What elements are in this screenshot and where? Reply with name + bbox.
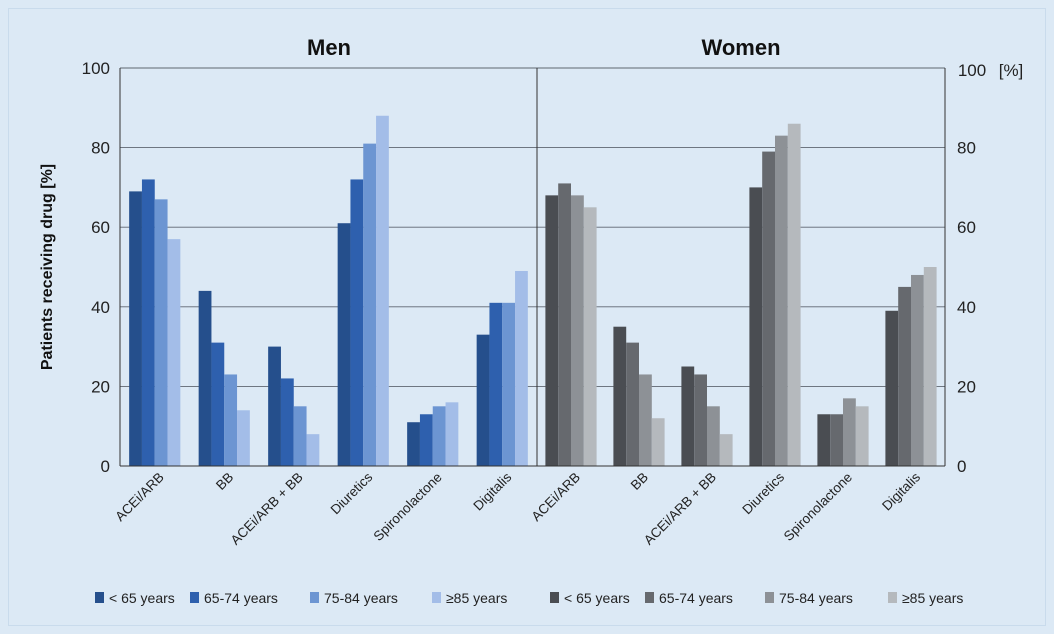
y-tick-label-right: 20 bbox=[957, 377, 976, 396]
y-tick-label-right: 80 bbox=[957, 139, 976, 158]
bar-men bbox=[129, 191, 142, 466]
men-panel-title: Men bbox=[307, 35, 351, 60]
bar-women bbox=[694, 374, 707, 466]
bar-men bbox=[211, 342, 225, 466]
legend-swatch bbox=[645, 592, 654, 603]
x-category-label: BB bbox=[628, 470, 651, 493]
bar-women bbox=[613, 326, 627, 466]
bar-women bbox=[545, 195, 559, 467]
bar-men bbox=[198, 290, 212, 466]
bar-men bbox=[237, 410, 250, 466]
x-category-label: Diuretics bbox=[739, 469, 787, 517]
y-tick-label-left: 100 bbox=[82, 59, 110, 78]
bar-men bbox=[280, 378, 294, 466]
y-tick-label-right: 60 bbox=[957, 218, 976, 237]
bar-men bbox=[476, 334, 490, 466]
bar-men bbox=[376, 115, 389, 466]
women-panel-title: Women bbox=[701, 35, 780, 60]
x-category-label: ACEi/ARB bbox=[528, 470, 583, 525]
bar-women bbox=[749, 187, 763, 466]
bar-women bbox=[911, 274, 924, 466]
bars bbox=[129, 115, 937, 467]
legend-label: 75-84 years bbox=[324, 590, 398, 606]
bar-women bbox=[639, 374, 652, 466]
legend-swatch bbox=[95, 592, 104, 603]
gridlines bbox=[120, 67, 945, 387]
bar-men bbox=[502, 302, 516, 466]
bar-women bbox=[898, 286, 911, 466]
y-tick-label-left: 0 bbox=[101, 457, 110, 476]
bar-men bbox=[432, 406, 446, 466]
bar-men bbox=[337, 223, 351, 466]
bar-men bbox=[350, 179, 364, 466]
bar-women bbox=[707, 406, 720, 466]
bar-women bbox=[787, 123, 801, 466]
legend-swatch bbox=[888, 592, 897, 603]
legend-swatch bbox=[765, 592, 774, 603]
bar-women bbox=[775, 135, 788, 466]
y-tick-label-left: 80 bbox=[91, 139, 110, 158]
x-category-label: BB bbox=[213, 470, 236, 493]
bar-women bbox=[651, 418, 665, 466]
y-tick-label-right: 0 bbox=[957, 457, 966, 476]
bar-women bbox=[830, 414, 843, 466]
legend-label: 75-84 years bbox=[779, 590, 853, 606]
bar-women bbox=[817, 414, 831, 466]
bar-men bbox=[515, 270, 528, 466]
x-category-label: Spironolactone bbox=[781, 470, 855, 544]
bar-women bbox=[762, 151, 775, 466]
bar-women bbox=[885, 310, 899, 466]
bar-women bbox=[923, 267, 937, 466]
bar-women bbox=[681, 366, 695, 466]
y-tick-label-left: 60 bbox=[91, 218, 110, 237]
x-category-label: Diuretics bbox=[328, 469, 376, 517]
legend-label: < 65 years bbox=[109, 590, 175, 606]
right-axis-unit: [%] bbox=[999, 61, 1024, 80]
y-tick-label-right: 100 bbox=[958, 61, 986, 80]
bar-men bbox=[489, 302, 503, 466]
y-tick-label-right: 40 bbox=[957, 298, 976, 317]
y-tick-label-left: 40 bbox=[91, 298, 110, 317]
x-category-label: Digitalis bbox=[470, 469, 514, 513]
y-axis-label: Patients receiving drug [%] bbox=[39, 164, 56, 370]
legend-label: 65-74 years bbox=[659, 590, 733, 606]
legend-label: < 65 years bbox=[564, 590, 630, 606]
bar-women bbox=[855, 406, 869, 466]
axes bbox=[119, 68, 946, 467]
bar-men bbox=[141, 179, 155, 466]
legend-swatch bbox=[310, 592, 319, 603]
legend-swatch bbox=[190, 592, 199, 603]
legend-label: 65-74 years bbox=[204, 590, 278, 606]
bar-men bbox=[268, 346, 281, 466]
legend-label: ≥85 years bbox=[446, 590, 507, 606]
legend: < 65 years 65-74 years 75-84 years ≥85 year… bbox=[95, 590, 963, 606]
x-category-label: ACEi/ARB + BB bbox=[641, 470, 719, 548]
bar-men bbox=[224, 374, 238, 466]
bar-women bbox=[719, 434, 733, 466]
x-category-label: ACEi/ARB + BB bbox=[228, 470, 306, 548]
x-category-label: Digitalis bbox=[879, 469, 923, 513]
bar-men bbox=[445, 402, 459, 466]
y-tick-label-left: 20 bbox=[91, 377, 110, 396]
legend-label: ≥85 years bbox=[902, 590, 963, 606]
x-category-label: Spironolactone bbox=[371, 470, 445, 544]
bar-women bbox=[558, 183, 571, 467]
bar-women bbox=[843, 398, 856, 466]
chart-text: Men Women Patients receiving drug [%] [%… bbox=[39, 35, 1023, 548]
bar-women bbox=[626, 342, 639, 466]
bar-men bbox=[167, 239, 181, 466]
legend-swatch bbox=[432, 592, 441, 603]
x-category-label: ACEi/ARB bbox=[112, 470, 167, 525]
bar-men bbox=[419, 414, 433, 466]
bar-men bbox=[293, 406, 307, 466]
bar-women bbox=[583, 207, 597, 467]
bar-men bbox=[363, 143, 377, 466]
bar-men bbox=[154, 199, 168, 466]
bar-women bbox=[571, 195, 584, 467]
bar-men bbox=[407, 422, 420, 466]
legend-swatch bbox=[550, 592, 559, 603]
bar-men bbox=[306, 434, 320, 466]
